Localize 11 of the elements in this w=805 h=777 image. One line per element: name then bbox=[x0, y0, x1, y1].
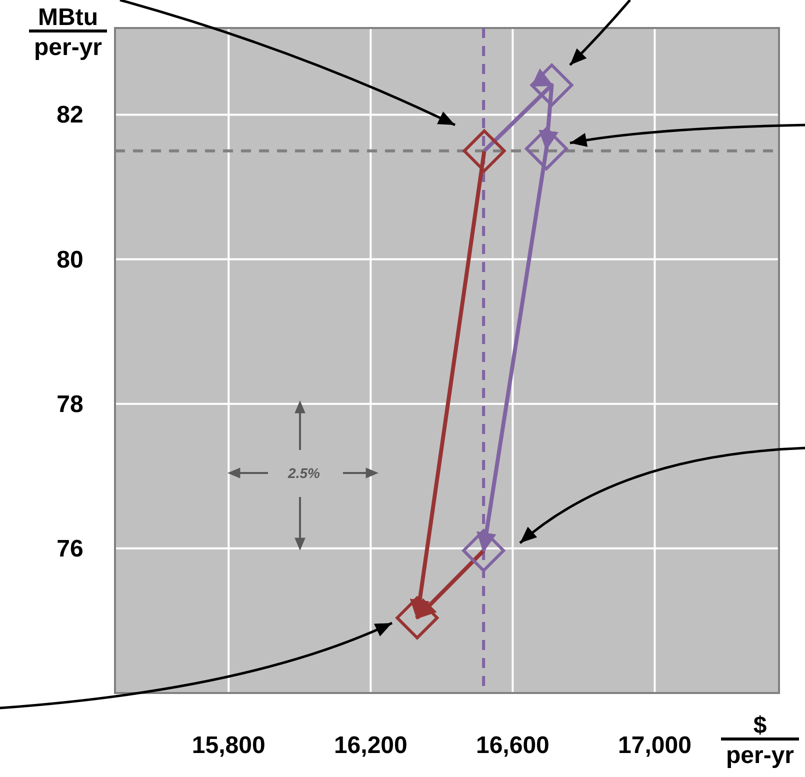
x-axis-title: $ per-yr bbox=[726, 712, 794, 769]
y-tick-label: 76 bbox=[56, 535, 84, 562]
y-axis-title: MBtu per-yr bbox=[34, 4, 102, 61]
x-tick-label: 15,800 bbox=[192, 732, 266, 759]
x-tick-label: 17,000 bbox=[618, 732, 692, 759]
x-tick-label: 16,200 bbox=[334, 732, 408, 759]
y-tick-label: 82 bbox=[56, 102, 84, 129]
y-tick-label: 78 bbox=[56, 390, 84, 418]
annotation: 2.5% bbox=[287, 465, 320, 481]
y-tick-label: 80 bbox=[56, 246, 84, 274]
x-tick-label: 16,600 bbox=[476, 732, 550, 759]
